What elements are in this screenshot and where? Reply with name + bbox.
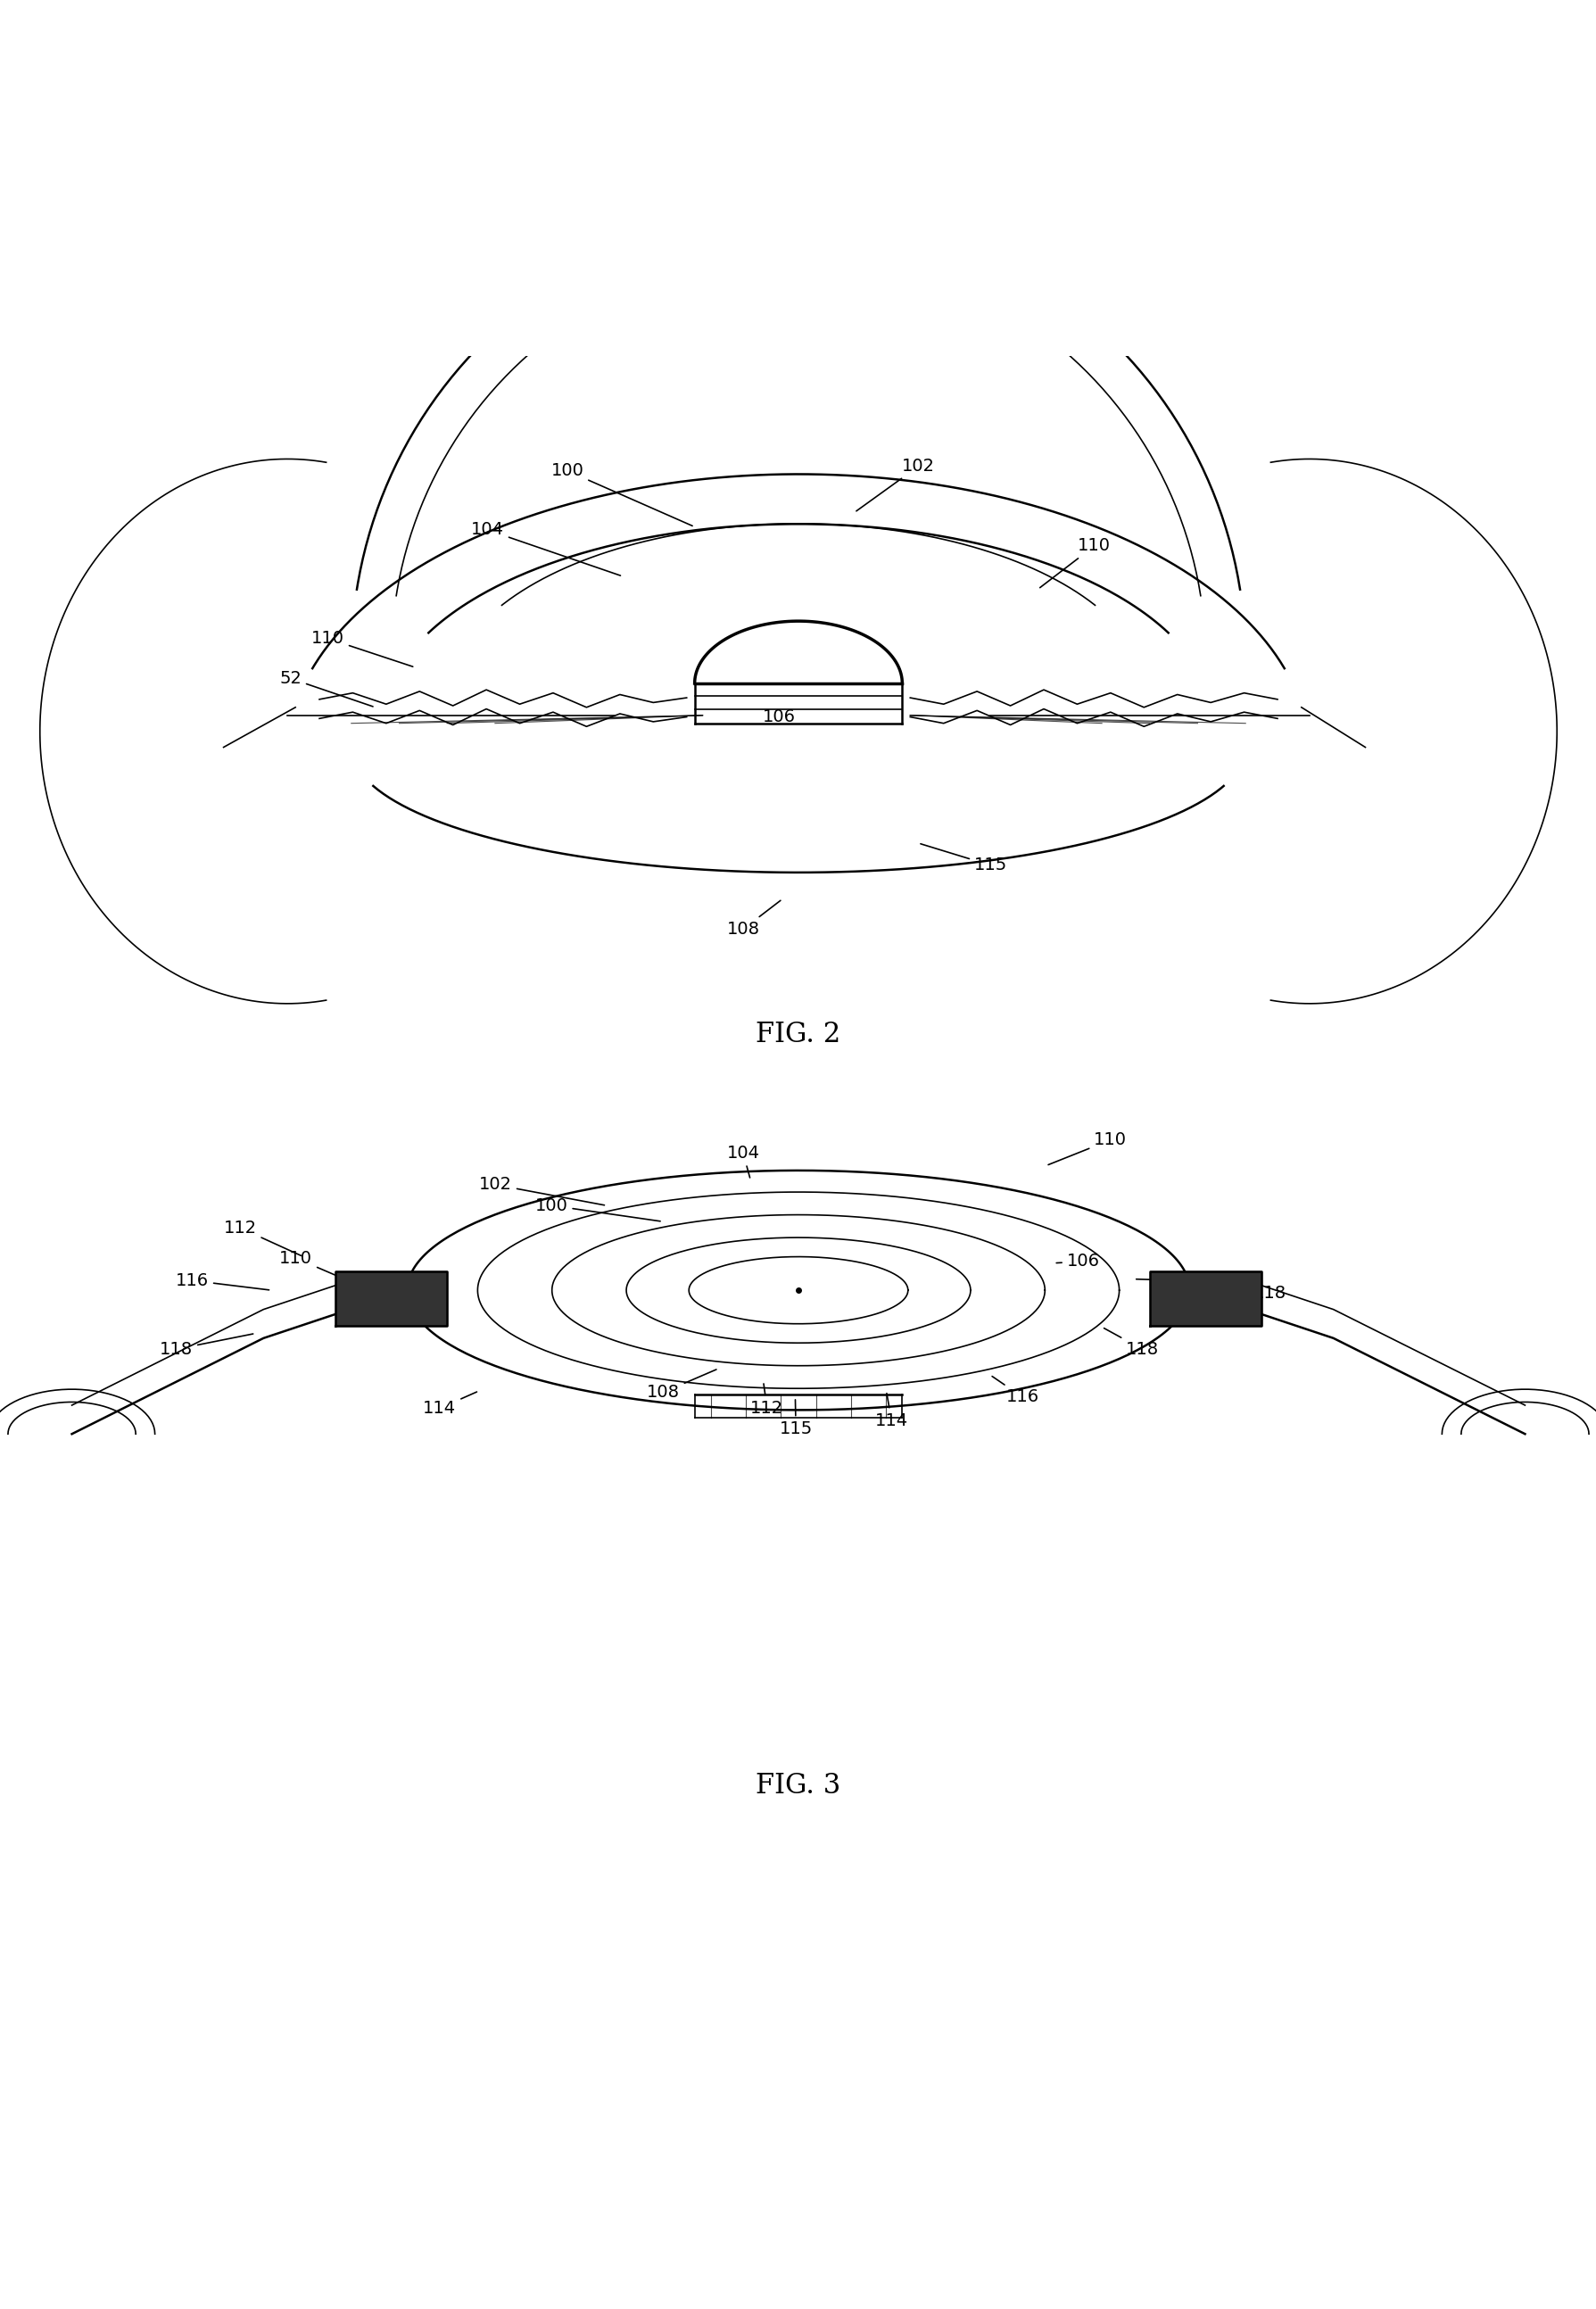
Text: 118: 118 (1103, 1328, 1159, 1358)
Text: 116: 116 (991, 1376, 1039, 1406)
Text: 110: 110 (1039, 538, 1111, 589)
Text: 115: 115 (919, 843, 1007, 873)
Text: 110: 110 (311, 630, 413, 667)
Text: 108: 108 (726, 901, 780, 937)
Text: 112: 112 (750, 1383, 784, 1418)
Text: 112: 112 (223, 1219, 302, 1256)
Text: 110: 110 (279, 1249, 358, 1284)
Text: 108: 108 (646, 1369, 717, 1402)
Text: 118: 118 (1224, 1284, 1286, 1302)
Text: 106: 106 (1057, 1254, 1100, 1270)
Text: 106: 106 (763, 709, 795, 725)
Text: 52: 52 (279, 670, 373, 707)
Text: 114: 114 (423, 1392, 477, 1418)
Text: 116: 116 (176, 1272, 268, 1291)
Text: 104: 104 (471, 522, 621, 575)
Text: 115: 115 (779, 1399, 812, 1439)
Polygon shape (1149, 1270, 1261, 1325)
Text: 114: 114 (875, 1392, 908, 1429)
Text: 100: 100 (535, 1196, 659, 1221)
Text: FIG. 2: FIG. 2 (755, 1021, 841, 1048)
Text: FIG. 3: FIG. 3 (755, 1771, 841, 1799)
Text: 110: 110 (1047, 1131, 1127, 1164)
Text: 104: 104 (726, 1145, 760, 1178)
Text: 118: 118 (160, 1335, 252, 1358)
Polygon shape (335, 1270, 447, 1325)
Text: 115: 115 (1136, 1272, 1199, 1288)
Text: 102: 102 (855, 457, 935, 510)
Text: 102: 102 (479, 1175, 603, 1205)
Text: 100: 100 (551, 462, 693, 526)
